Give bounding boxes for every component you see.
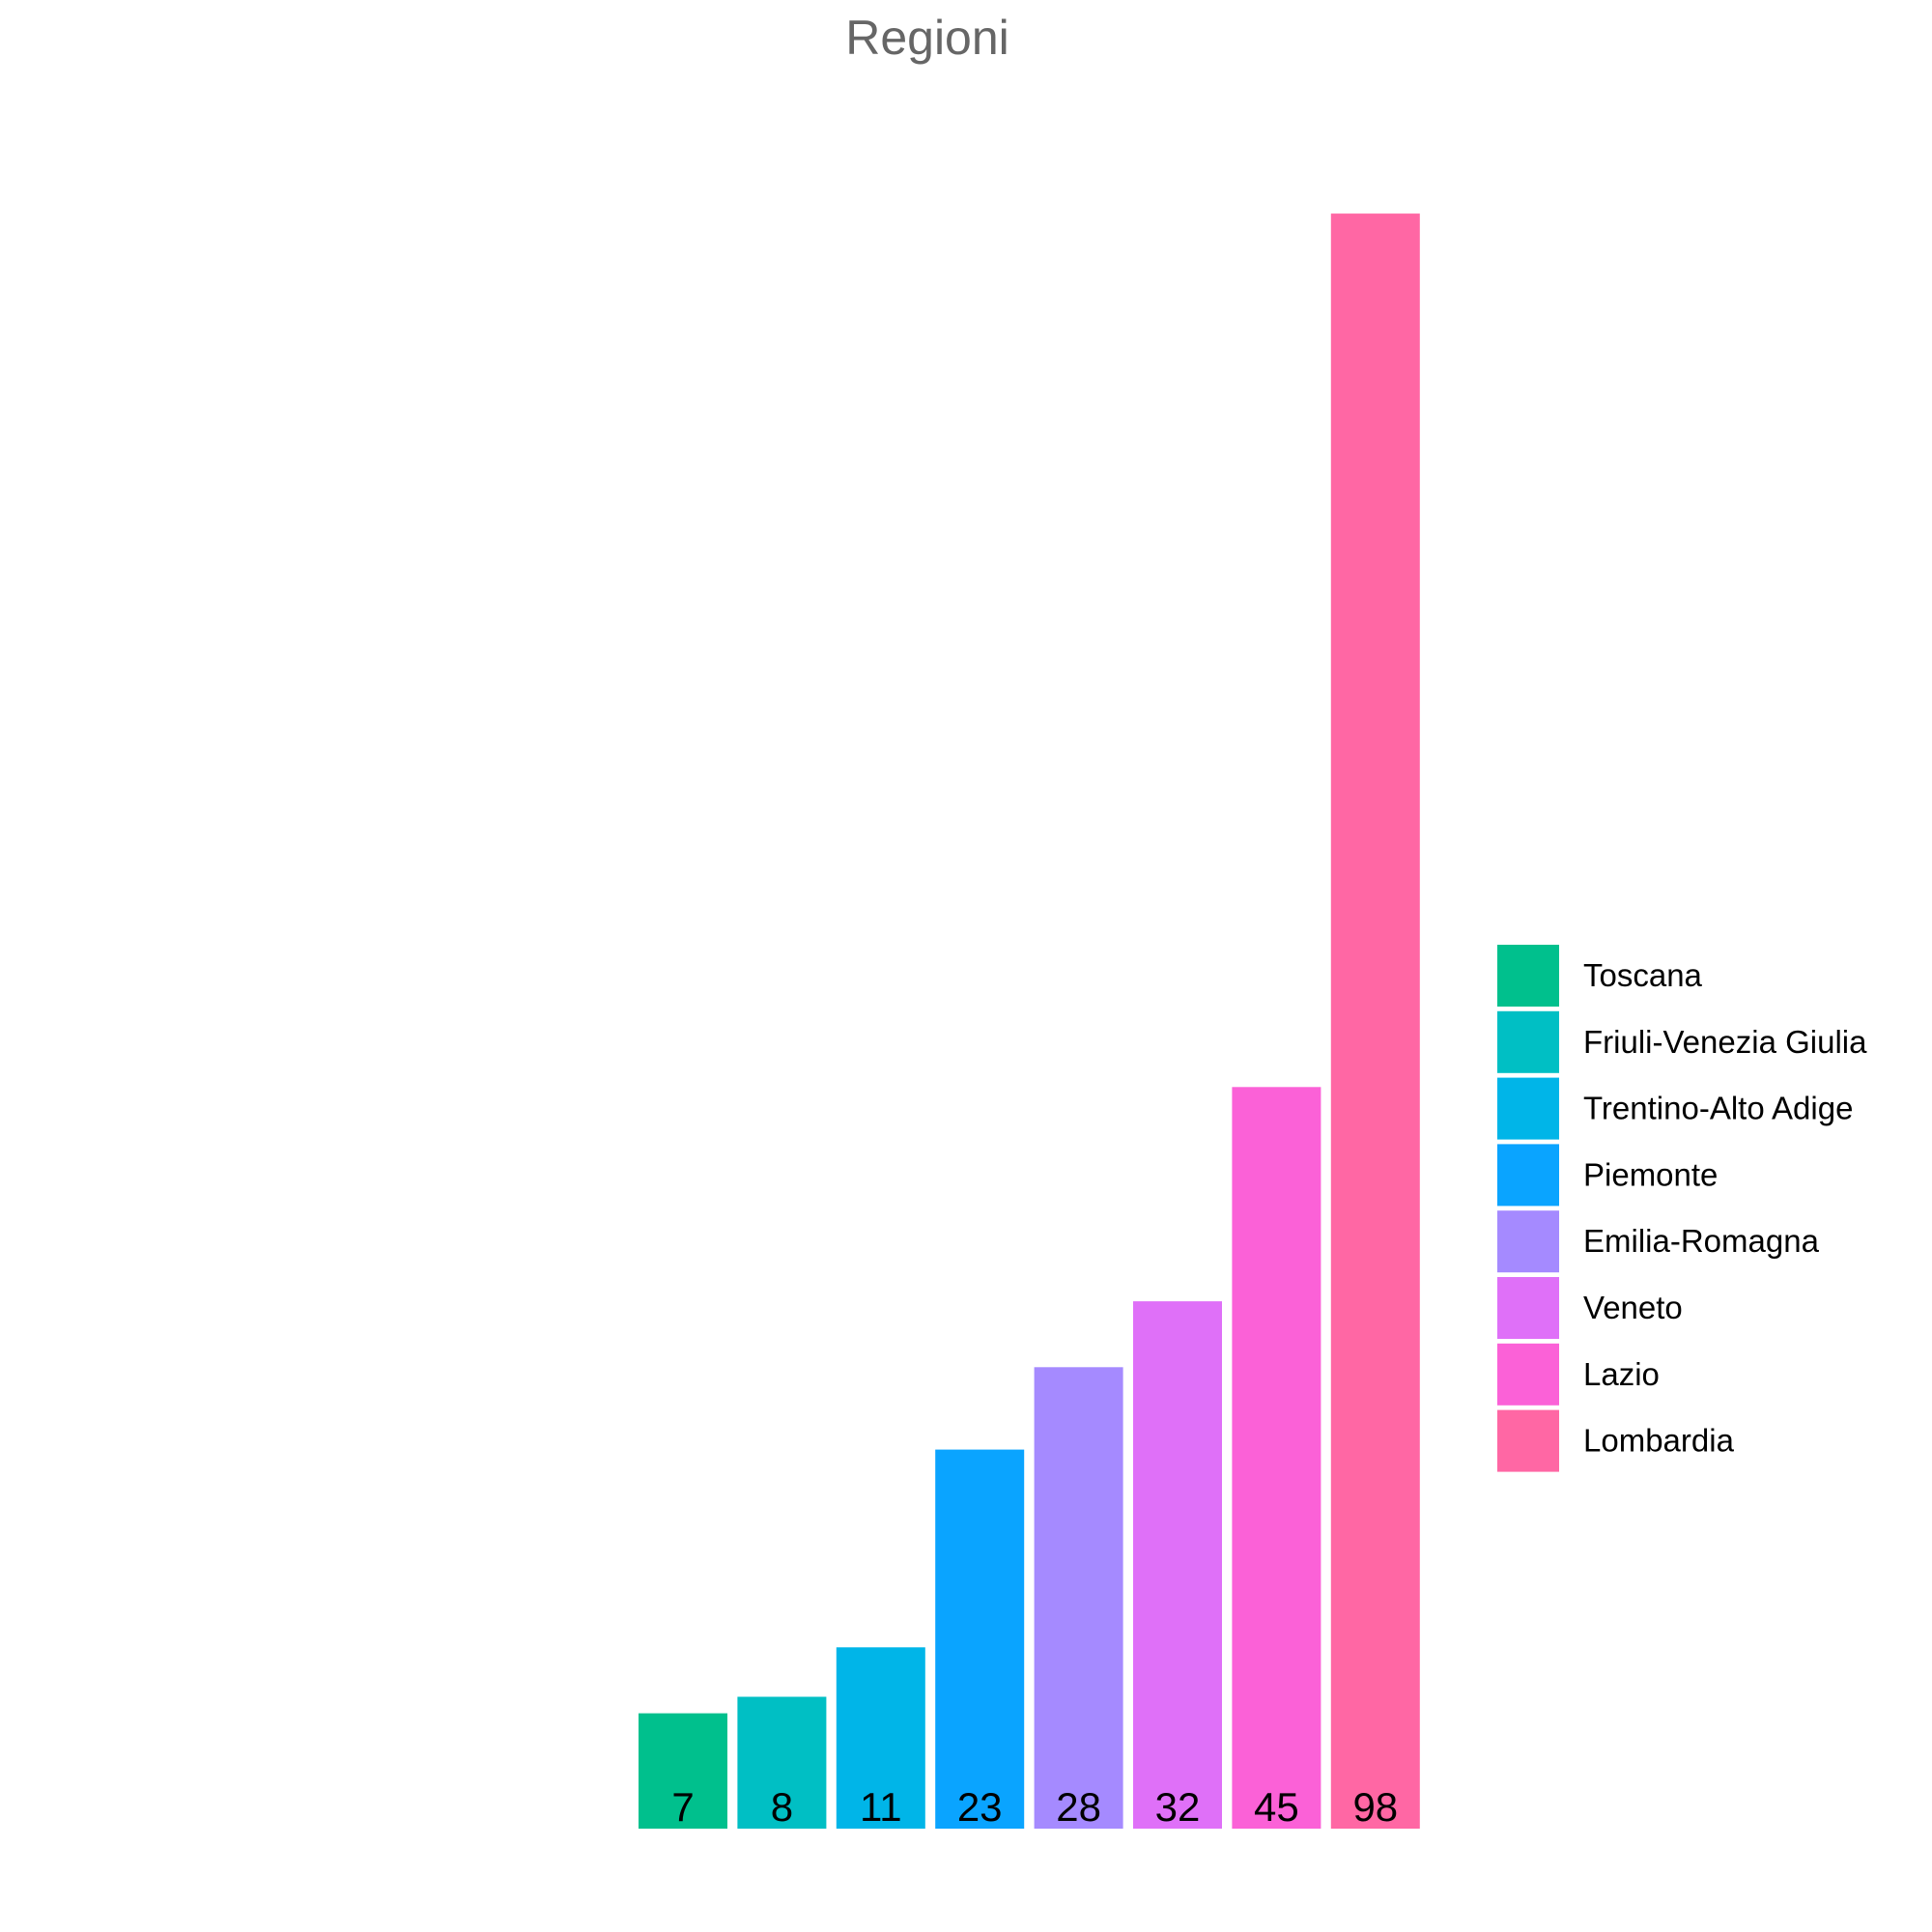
bar-value-label: 8 xyxy=(771,1784,793,1830)
bar-lombardia xyxy=(1330,213,1420,1830)
bar-lazio xyxy=(1232,1087,1321,1829)
legend-label: Toscana xyxy=(1583,957,1703,993)
bar-toscana xyxy=(639,1713,727,1829)
bar-trentino-alto-adige xyxy=(836,1647,925,1829)
legend-swatch xyxy=(1497,1277,1559,1339)
legend-label: Lombardia xyxy=(1583,1423,1735,1459)
legend-label: Piemonte xyxy=(1583,1156,1718,1192)
bar-value-label: 7 xyxy=(671,1784,694,1830)
legend: Toscana Friuli-Venezia Giulia Trentino-Alt… xyxy=(1497,945,1867,1472)
legend-label: Trentino-Alto Adige xyxy=(1583,1091,1853,1126)
bar-value-label: 98 xyxy=(1352,1784,1398,1830)
legend-label: Emilia-Romagna xyxy=(1583,1223,1820,1259)
bar-value-label: 11 xyxy=(860,1784,902,1830)
legend-swatch xyxy=(1497,1010,1559,1073)
bar-veneto xyxy=(1133,1301,1222,1829)
bar-emilia-romagna xyxy=(1034,1367,1123,1829)
legend-label: Lazio xyxy=(1583,1356,1660,1392)
legend-swatch xyxy=(1497,1144,1559,1207)
legend-label: Veneto xyxy=(1583,1290,1683,1325)
legend-swatch xyxy=(1497,1210,1559,1273)
bars-group xyxy=(639,213,1420,1830)
legend-swatch xyxy=(1497,945,1559,1007)
bar-friuli-venezia-giulia xyxy=(737,1696,827,1829)
bar-value-labels: 7 8 11 23 28 32 45 98 xyxy=(671,1784,1398,1830)
bar-value-label: 28 xyxy=(1056,1784,1101,1830)
bar-value-label: 45 xyxy=(1254,1784,1299,1830)
bar-value-label: 32 xyxy=(1155,1784,1201,1830)
legend-swatch xyxy=(1497,1077,1559,1140)
chart-title: Regioni xyxy=(845,11,1009,65)
legend-swatch xyxy=(1497,1409,1559,1472)
legend-swatch xyxy=(1497,1343,1559,1406)
bar-value-label: 23 xyxy=(957,1784,1003,1830)
bar-piemonte xyxy=(935,1449,1025,1829)
legend-label: Friuli-Venezia Giulia xyxy=(1583,1024,1867,1060)
